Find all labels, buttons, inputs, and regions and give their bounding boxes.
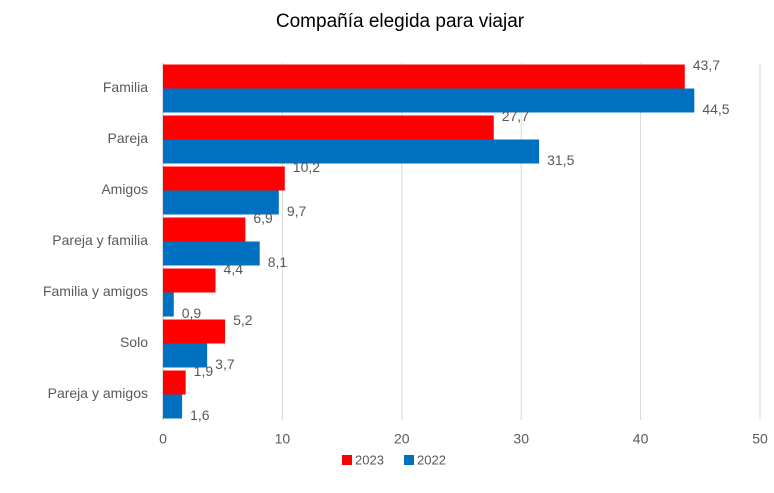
legend-label: 2022	[417, 452, 446, 467]
bar	[163, 241, 260, 266]
bar	[163, 88, 695, 113]
y-tick-label: Pareja y familia	[52, 232, 148, 248]
x-tick-label: 20	[394, 431, 410, 447]
bar	[163, 319, 226, 344]
bar	[163, 166, 285, 191]
value-label: 8,1	[268, 254, 288, 270]
y-tick-label: Familia y amigos	[43, 283, 148, 299]
x-tick-label: 40	[633, 431, 649, 447]
bar	[163, 115, 494, 140]
x-tick-label: 50	[752, 431, 768, 447]
value-label: 1,9	[194, 363, 214, 379]
y-tick-label: Familia	[103, 79, 148, 95]
bar	[163, 343, 208, 368]
value-label: 4,4	[224, 261, 244, 277]
bar	[163, 217, 246, 242]
value-label: 1,6	[190, 407, 210, 423]
value-label: 31,5	[547, 152, 574, 168]
value-label: 0,9	[182, 305, 202, 321]
value-label: 27,7	[502, 108, 529, 124]
legend-swatch	[404, 455, 414, 465]
x-tick-label: 30	[513, 431, 529, 447]
bar	[163, 268, 216, 293]
bar	[163, 394, 183, 419]
value-label: 9,7	[287, 203, 307, 219]
chart-title: Compañía elegida para viajar	[276, 11, 525, 32]
x-tick-label: 0	[159, 431, 167, 447]
bar	[163, 64, 685, 89]
legend-swatch	[342, 455, 352, 465]
x-tick-label: 10	[275, 431, 291, 447]
bar	[163, 292, 174, 317]
value-label: 3,7	[215, 356, 235, 372]
value-label: 44,5	[702, 101, 729, 117]
value-label: 43,7	[693, 57, 720, 73]
y-tick-label: Pareja	[108, 130, 149, 146]
y-tick-label: Solo	[120, 334, 148, 350]
y-tick-label: Pareja y amigos	[48, 385, 148, 401]
y-tick-label: Amigos	[101, 181, 148, 197]
value-label: 6,9	[253, 210, 273, 226]
legend-label: 2023	[355, 452, 384, 467]
value-label: 5,2	[233, 312, 253, 328]
value-label: 10,2	[293, 159, 320, 175]
bar	[163, 370, 186, 395]
bar	[163, 139, 540, 164]
bar	[163, 190, 279, 215]
